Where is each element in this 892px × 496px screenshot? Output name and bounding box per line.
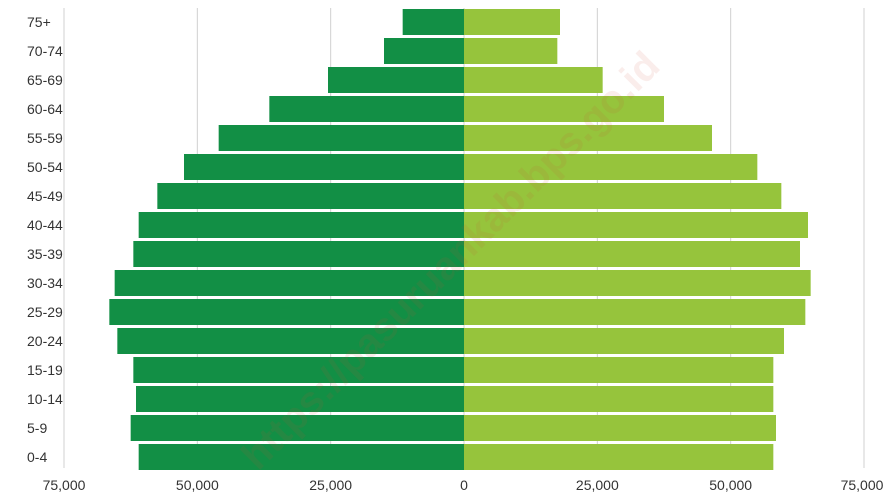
x-tick-label: 50,000 — [709, 477, 752, 493]
category-label: 20-24 — [27, 333, 63, 349]
bar-right-30-34 — [464, 270, 811, 296]
category-label: 15-19 — [27, 362, 63, 378]
x-tick-label: 25,000 — [309, 477, 352, 493]
bar-left-0-4 — [138, 444, 464, 470]
bar-left-30-34 — [114, 270, 465, 296]
bar-right-20-24 — [464, 328, 784, 354]
bar-left-5-9 — [130, 415, 464, 441]
bar-left-40-44 — [138, 212, 464, 238]
bar-right-35-39 — [464, 241, 800, 267]
bar-right-50-54 — [464, 154, 758, 180]
bar-right-55-59 — [464, 125, 712, 151]
category-label: 70-74 — [27, 43, 63, 59]
bar-left-75+ — [402, 9, 464, 35]
bar-right-0-4 — [464, 444, 774, 470]
x-tick-label: 25,000 — [576, 477, 619, 493]
bar-right-5-9 — [464, 415, 776, 441]
bar-right-65-69 — [464, 67, 603, 93]
category-label: 35-39 — [27, 246, 63, 262]
bar-right-45-49 — [464, 183, 782, 209]
bar-right-25-29 — [464, 299, 806, 325]
bar-right-75+ — [464, 9, 560, 35]
bar-left-25-29 — [109, 299, 464, 325]
bar-left-15-19 — [133, 357, 465, 383]
bar-right-10-14 — [464, 386, 774, 412]
x-tick-label: 75,000 — [841, 477, 884, 493]
bar-left-10-14 — [136, 386, 464, 412]
category-label: 75+ — [27, 14, 51, 30]
bar-left-60-64 — [269, 96, 464, 122]
category-label: 50-54 — [27, 159, 63, 175]
category-label: 5-9 — [27, 420, 47, 436]
category-label: 0-4 — [27, 449, 47, 465]
bar-left-45-49 — [157, 183, 465, 209]
category-label: 65-69 — [27, 72, 63, 88]
x-tick-label: 0 — [460, 477, 468, 493]
category-label: 30-34 — [27, 275, 63, 291]
bar-right-70-74 — [464, 38, 558, 64]
category-label: 45-49 — [27, 188, 63, 204]
category-label: 60-64 — [27, 101, 63, 117]
bar-left-55-59 — [218, 125, 464, 151]
bar-left-50-54 — [184, 154, 464, 180]
x-tick-label: 50,000 — [176, 477, 219, 493]
x-tick-label: 75,000 — [43, 477, 86, 493]
x-tick-labels: 75,000 50,000 25,000 0 25,000 50,000 75,000 — [43, 477, 884, 493]
bar-left-20-24 — [117, 328, 464, 354]
category-label: 40-44 — [27, 217, 63, 233]
category-label: 10-14 — [27, 391, 63, 407]
category-labels: 75+ 70-74 65-69 60-64 55-59 50-54 45-49 40-44 35… — [27, 14, 63, 465]
bars — [109, 9, 811, 470]
bar-left-65-69 — [328, 67, 464, 93]
category-label: 55-59 — [27, 130, 63, 146]
bar-left-70-74 — [384, 38, 464, 64]
bar-right-60-64 — [464, 96, 664, 122]
bar-left-35-39 — [133, 241, 465, 267]
bar-right-40-44 — [464, 212, 808, 238]
bar-right-15-19 — [464, 357, 774, 383]
category-label: 25-29 — [27, 304, 63, 320]
